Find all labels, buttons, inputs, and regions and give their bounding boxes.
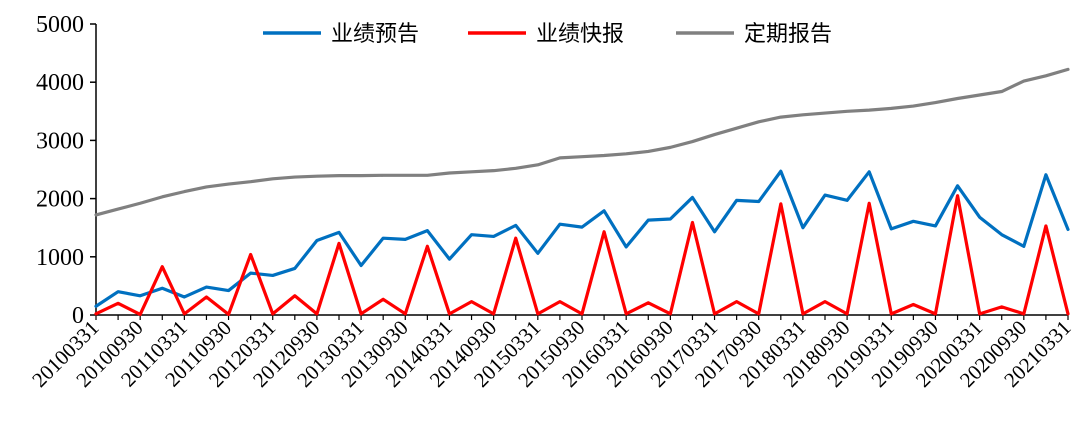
series-line-1 — [94, 194, 1070, 317]
series-layer — [94, 67, 1070, 317]
legend: 业绩预告 业绩快报 定期报告 — [263, 22, 832, 47]
y-tick-label: 4000 — [36, 70, 84, 96]
legend-label: 业绩快报 — [536, 22, 624, 47]
y-tick-label: 5000 — [36, 12, 84, 38]
x-axis: 2010033120100930201103312011093020120331… — [27, 314, 1076, 392]
legend-label: 定期报告 — [744, 22, 832, 47]
series-line-2 — [94, 67, 1070, 217]
y-tick-label: 2000 — [36, 187, 84, 213]
y-axis: 0 1000 2000 3000 4000 5000 — [36, 12, 97, 329]
series-line-0 — [94, 169, 1070, 308]
legend-label: 业绩预告 — [331, 22, 419, 47]
y-tick-label: 1000 — [36, 245, 84, 271]
y-tick-label: 3000 — [36, 128, 84, 154]
y-tick-label: 0 — [72, 303, 84, 329]
